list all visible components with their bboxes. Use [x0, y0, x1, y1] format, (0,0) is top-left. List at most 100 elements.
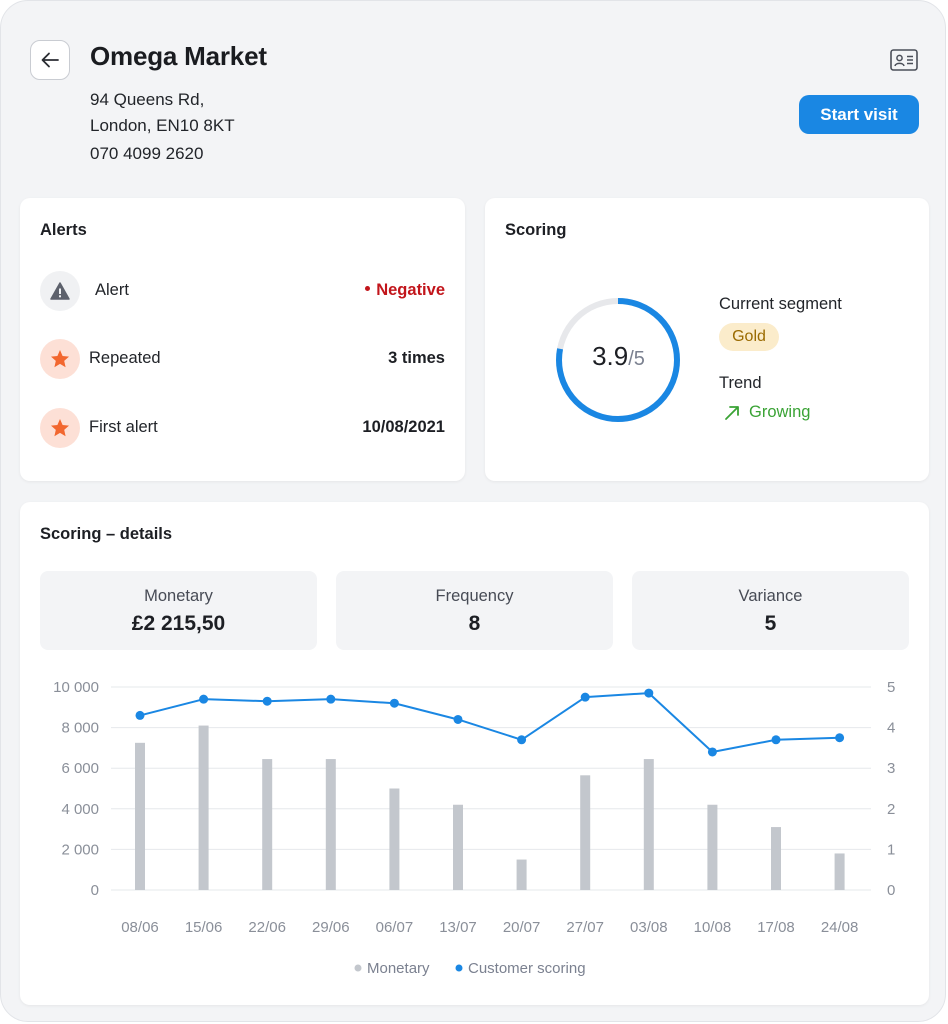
alerts-card: Alerts Alert Negative Repeated 3 times: [20, 198, 465, 481]
bar-monetary: [771, 827, 781, 890]
back-button[interactable]: [30, 40, 70, 80]
bar-monetary: [389, 788, 400, 890]
repeated-value: 3 times: [388, 349, 445, 367]
segment-badge: Gold: [719, 323, 779, 351]
legend-marker-customer-scoring: [455, 964, 463, 972]
y-right-tick-label: 4: [887, 720, 895, 737]
metric-monetary: Monetary £2 215,50: [40, 571, 317, 650]
x-tick-label: 08/06: [121, 919, 159, 936]
alert-icon-wrap: [40, 271, 80, 311]
y-left-tick-label: 0: [91, 882, 99, 899]
y-right-tick-label: 2: [887, 801, 895, 818]
address-line-2: London, EN10 8KT: [90, 116, 235, 135]
star-icon: [51, 419, 69, 437]
score-number: 3.9: [592, 341, 629, 371]
point-customer-scoring: [771, 735, 781, 745]
y-left-tick-label: 8 000: [61, 720, 99, 737]
x-tick-label: 10/08: [694, 919, 732, 936]
metric-variance-label: Variance: [738, 587, 803, 605]
y-right-tick-label: 5: [887, 679, 895, 696]
bar-monetary: [262, 759, 273, 890]
point-customer-scoring: [389, 698, 399, 708]
point-customer-scoring: [199, 694, 209, 704]
negative-dot: [365, 286, 371, 292]
first-alert-icon-wrap: [40, 408, 80, 448]
phone-number: 070 4099 2620: [90, 144, 204, 163]
id-card-icon[interactable]: [890, 49, 918, 71]
bar-monetary: [580, 775, 591, 890]
metric-frequency: Frequency 8: [336, 571, 613, 650]
star-icon: [51, 350, 69, 368]
warning-triangle-icon: [50, 282, 70, 300]
x-tick-label: 17/08: [757, 919, 795, 936]
segment-label: Current segment: [719, 295, 842, 313]
score-ring-progress: [556, 298, 680, 422]
point-customer-scoring: [835, 733, 845, 743]
details-title: Scoring – details: [40, 525, 173, 543]
alert-row-first-alert: First alert 10/08/2021: [40, 408, 445, 448]
x-tick-label: 13/07: [439, 919, 477, 936]
bar-monetary: [325, 759, 336, 890]
score-value: 3.9/5: [556, 341, 681, 372]
scoring-card: Scoring: [485, 198, 929, 481]
x-tick-label: 27/07: [566, 919, 604, 936]
y-left-tick-label: 4 000: [61, 801, 99, 818]
metric-variance: Variance 5: [632, 571, 909, 650]
repeated-label: Repeated: [89, 349, 161, 367]
x-tick-label: 06/07: [376, 919, 414, 936]
point-customer-scoring: [644, 688, 654, 698]
point-customer-scoring: [453, 714, 463, 724]
bar-monetary: [834, 853, 845, 890]
start-visit-button[interactable]: Start visit: [799, 95, 919, 134]
point-customer-scoring: [707, 747, 717, 757]
trend-value: Growing: [723, 403, 810, 422]
metric-frequency-label: Frequency: [435, 587, 514, 605]
first-alert-label: First alert: [89, 418, 158, 436]
arrow-up-right-icon: [725, 405, 739, 420]
bar-monetary: [516, 859, 527, 890]
alerts-title: Alerts: [40, 221, 87, 239]
metric-variance-value: 5: [764, 612, 777, 635]
alert-label: Alert: [95, 281, 129, 299]
alert-status-negative: Negative: [365, 281, 445, 300]
legend-marker-monetary: [354, 964, 362, 972]
point-customer-scoring: [262, 696, 272, 706]
point-customer-scoring: [517, 735, 527, 745]
point-customer-scoring: [135, 710, 145, 720]
x-tick-label: 29/06: [312, 919, 350, 936]
alert-row-repeated: Repeated 3 times: [40, 339, 445, 379]
trend-text: Growing: [749, 403, 811, 421]
page-title: Omega Market: [90, 41, 267, 71]
alert-status-text: Negative: [376, 281, 445, 299]
first-alert-date: 10/08/2021: [362, 418, 445, 436]
point-customer-scoring: [326, 694, 336, 704]
alert-row-alert: Alert Negative: [40, 271, 445, 311]
line-customer-scoring: [139, 692, 840, 753]
bar-monetary: [643, 759, 654, 890]
bar-monetary: [453, 804, 463, 890]
metric-monetary-label: Monetary: [144, 587, 213, 605]
metric-monetary-value: £2 215,50: [131, 612, 226, 635]
legend-label-monetary: Monetary: [367, 960, 430, 977]
score-max: /5: [628, 348, 645, 370]
point-customer-scoring: [580, 692, 590, 702]
score-ring: [556, 298, 680, 422]
x-tick-label: 20/07: [503, 919, 541, 936]
arrow-left-icon: [41, 52, 59, 68]
y-left-tick-label: 2 000: [61, 841, 99, 858]
bar-monetary: [135, 742, 145, 890]
y-right-tick-label: 3: [887, 760, 895, 777]
trend-label: Trend: [719, 374, 762, 392]
legend-label-customer-scoring: Customer scoring: [468, 960, 586, 977]
y-right-tick-label: 0: [887, 882, 895, 899]
y-left-tick-label: 10 000: [53, 679, 99, 696]
scoring-title: Scoring: [505, 221, 567, 239]
bar-monetary: [707, 804, 718, 890]
x-tick-label: 22/06: [248, 919, 286, 936]
x-tick-label: 24/08: [821, 919, 859, 936]
metric-frequency-value: 8: [468, 612, 481, 635]
bar-monetary: [198, 725, 209, 890]
y-left-tick-label: 6 000: [61, 760, 99, 777]
